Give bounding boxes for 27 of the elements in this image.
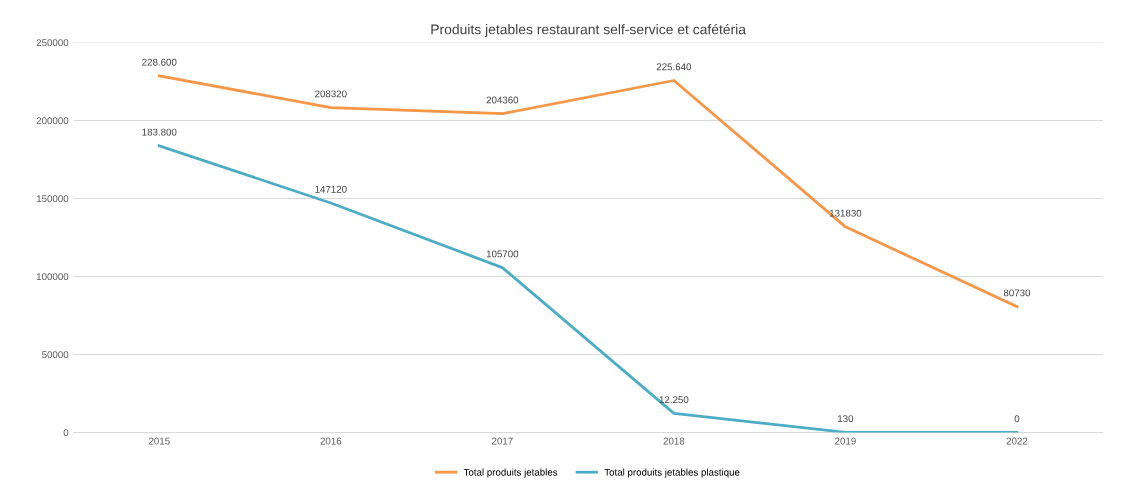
y-tick-label: 250000 (36, 39, 69, 47)
data-label: 183.800 (142, 128, 177, 136)
data-label: 0 (1014, 415, 1020, 423)
y-tick-label: 150000 (36, 195, 69, 203)
x-tick-label: 2015 (148, 437, 170, 445)
data-label: 225.640 (656, 63, 692, 71)
y-tick-label: 0 (63, 429, 69, 437)
x-tick-label: 2022 (1006, 437, 1028, 445)
y-tick-label: 100000 (36, 273, 69, 281)
legend-label: Total produits jetables plastique (604, 468, 740, 478)
y-tick-label: 200000 (36, 117, 69, 125)
data-label: 204360 (486, 96, 519, 104)
data-label: 208320 (315, 90, 347, 98)
x-tick-label: 2018 (663, 437, 685, 445)
data-label: 147120 (315, 185, 347, 193)
data-label: 131830 (829, 209, 862, 217)
x-tick-label: 2019 (835, 437, 856, 445)
data-label: 228.600 (142, 58, 177, 66)
chart-title: Produits jetables restaurant self-service et cafétéria (431, 23, 746, 38)
legend-label: Total produits jetables (463, 468, 558, 478)
y-tick-label: 50000 (42, 351, 69, 359)
x-tick-label: 2017 (492, 437, 513, 445)
x-tick-label: 2016 (320, 437, 342, 445)
data-label: 80730 (1003, 289, 1031, 297)
data-label: 12.250 (659, 396, 689, 404)
data-label: 105700 (486, 250, 519, 258)
data-label: 130 (838, 415, 854, 423)
